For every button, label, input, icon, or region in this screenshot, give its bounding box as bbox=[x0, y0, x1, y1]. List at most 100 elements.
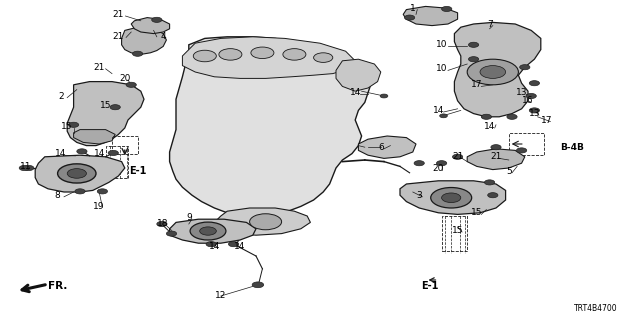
Text: 20: 20 bbox=[433, 164, 444, 172]
Circle shape bbox=[516, 148, 527, 153]
Circle shape bbox=[491, 145, 501, 150]
Text: 12: 12 bbox=[215, 292, 227, 300]
Circle shape bbox=[484, 180, 495, 185]
Polygon shape bbox=[400, 181, 506, 214]
Text: 14: 14 bbox=[433, 106, 444, 115]
Circle shape bbox=[193, 50, 216, 62]
Circle shape bbox=[252, 282, 264, 288]
Text: 11: 11 bbox=[20, 162, 31, 171]
Text: 17: 17 bbox=[471, 80, 483, 89]
Polygon shape bbox=[170, 219, 256, 243]
Polygon shape bbox=[214, 208, 310, 235]
Circle shape bbox=[77, 149, 87, 154]
Circle shape bbox=[152, 17, 162, 22]
Circle shape bbox=[126, 82, 136, 87]
Circle shape bbox=[526, 93, 536, 99]
Text: 21: 21 bbox=[490, 152, 502, 161]
Text: 21: 21 bbox=[113, 32, 124, 41]
Circle shape bbox=[228, 242, 239, 247]
Circle shape bbox=[529, 81, 540, 86]
Text: 15: 15 bbox=[100, 101, 111, 110]
Circle shape bbox=[157, 221, 167, 227]
Circle shape bbox=[442, 193, 461, 203]
Polygon shape bbox=[74, 130, 115, 144]
Text: 14: 14 bbox=[93, 149, 105, 158]
Polygon shape bbox=[35, 155, 125, 192]
Text: 10: 10 bbox=[436, 64, 447, 73]
Circle shape bbox=[442, 6, 452, 12]
Text: 14: 14 bbox=[349, 88, 361, 97]
Circle shape bbox=[283, 49, 306, 60]
Circle shape bbox=[314, 53, 333, 62]
Circle shape bbox=[380, 94, 388, 98]
Circle shape bbox=[166, 231, 177, 236]
Bar bbox=[509, 133, 544, 155]
Circle shape bbox=[480, 66, 506, 78]
Polygon shape bbox=[358, 136, 416, 158]
Circle shape bbox=[488, 193, 498, 198]
Text: 3: 3 bbox=[417, 191, 422, 200]
Text: 7: 7 bbox=[487, 20, 492, 28]
Circle shape bbox=[404, 15, 415, 20]
Text: 1: 1 bbox=[410, 4, 415, 12]
Circle shape bbox=[452, 154, 463, 159]
Circle shape bbox=[67, 169, 86, 178]
Circle shape bbox=[58, 164, 96, 183]
Text: 5: 5 bbox=[506, 167, 511, 176]
Text: 14: 14 bbox=[55, 149, 67, 158]
Text: 2: 2 bbox=[58, 92, 63, 100]
Text: B-4B: B-4B bbox=[560, 143, 584, 152]
Text: FR.: FR. bbox=[48, 281, 67, 292]
Circle shape bbox=[507, 114, 517, 119]
Text: 14: 14 bbox=[234, 242, 246, 251]
Text: E-1: E-1 bbox=[421, 281, 439, 292]
Text: 10: 10 bbox=[436, 40, 447, 49]
Text: 15: 15 bbox=[471, 208, 483, 217]
Text: 14: 14 bbox=[484, 122, 495, 131]
Text: 13: 13 bbox=[529, 109, 540, 118]
Text: 6: 6 bbox=[378, 143, 383, 152]
Circle shape bbox=[414, 161, 424, 166]
Circle shape bbox=[97, 189, 108, 194]
Polygon shape bbox=[67, 82, 144, 146]
Text: 15: 15 bbox=[61, 122, 73, 131]
Polygon shape bbox=[122, 27, 166, 54]
Circle shape bbox=[68, 122, 79, 127]
Circle shape bbox=[108, 150, 118, 156]
Polygon shape bbox=[336, 59, 381, 91]
Circle shape bbox=[251, 47, 274, 59]
Text: E-1: E-1 bbox=[129, 166, 147, 176]
Bar bbox=[442, 216, 467, 251]
Text: 16: 16 bbox=[522, 96, 534, 105]
Text: 21: 21 bbox=[93, 63, 105, 72]
Text: 4: 4 bbox=[161, 32, 166, 41]
Circle shape bbox=[520, 65, 530, 70]
Circle shape bbox=[75, 189, 85, 194]
Circle shape bbox=[132, 51, 143, 56]
Bar bbox=[112, 136, 138, 154]
Polygon shape bbox=[131, 18, 170, 34]
Text: 9: 9 bbox=[186, 213, 191, 222]
Polygon shape bbox=[454, 22, 541, 117]
Circle shape bbox=[440, 114, 447, 118]
Circle shape bbox=[431, 188, 472, 208]
Text: 8: 8 bbox=[55, 191, 60, 200]
Polygon shape bbox=[182, 37, 355, 78]
Text: TRT4B4700: TRT4B4700 bbox=[574, 304, 618, 313]
Bar bbox=[106, 146, 128, 178]
Text: 13: 13 bbox=[516, 88, 527, 97]
Text: 21: 21 bbox=[113, 10, 124, 19]
Circle shape bbox=[206, 242, 216, 247]
Circle shape bbox=[110, 105, 120, 110]
Circle shape bbox=[468, 42, 479, 47]
Text: 14: 14 bbox=[209, 242, 220, 251]
Text: 19: 19 bbox=[93, 202, 105, 211]
Circle shape bbox=[250, 214, 282, 230]
Circle shape bbox=[190, 222, 226, 240]
Text: 15: 15 bbox=[452, 226, 463, 235]
Circle shape bbox=[200, 227, 216, 235]
Text: 18: 18 bbox=[157, 220, 169, 228]
Circle shape bbox=[436, 161, 447, 166]
Circle shape bbox=[219, 49, 242, 60]
Text: 21: 21 bbox=[452, 152, 463, 161]
